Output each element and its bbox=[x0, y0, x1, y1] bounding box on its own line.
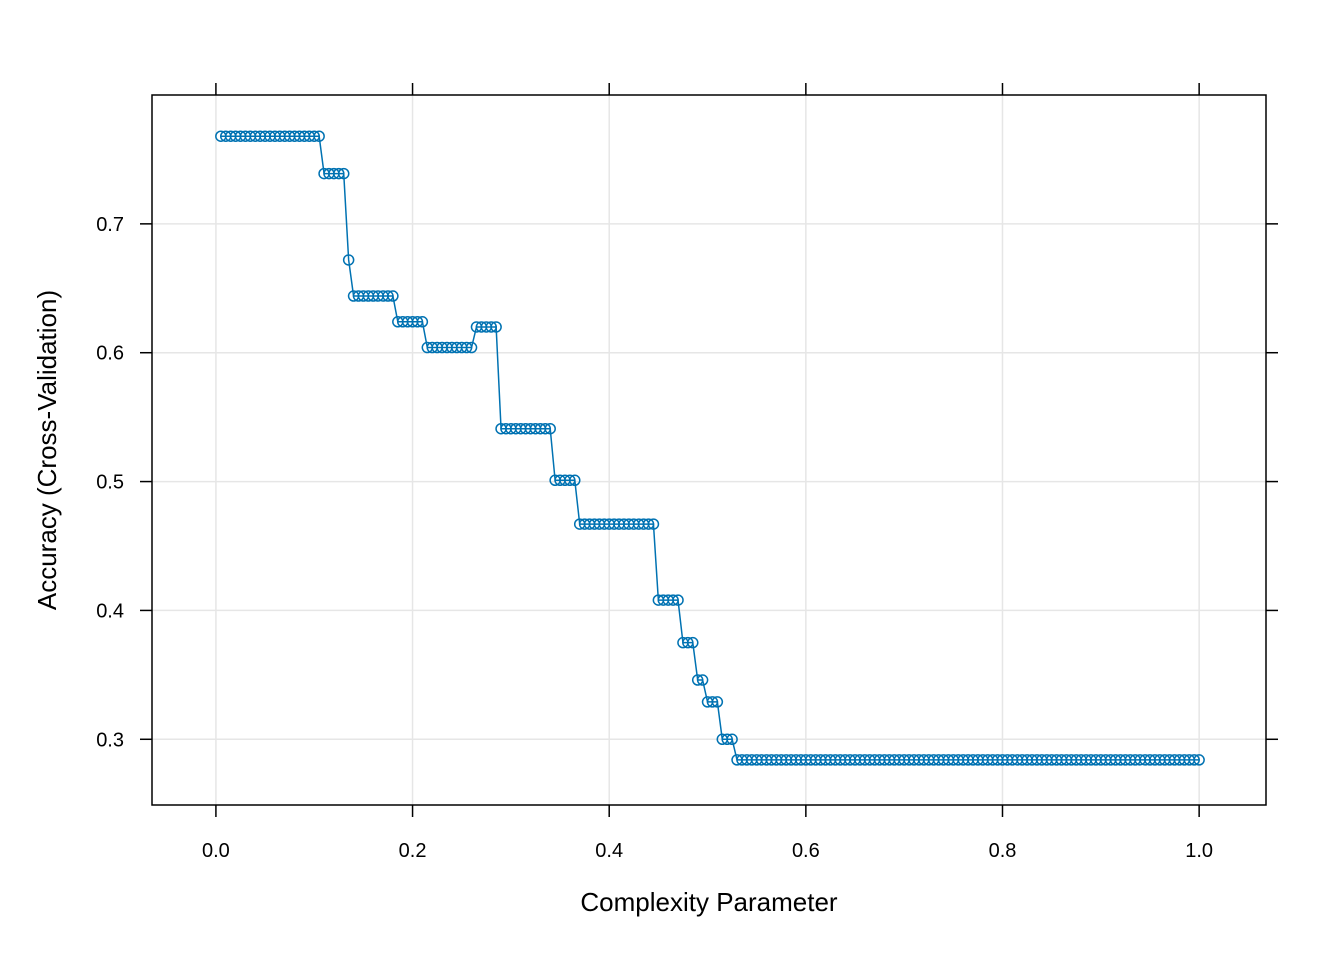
data-point bbox=[416, 316, 429, 328]
data-point bbox=[308, 130, 320, 142]
data-point bbox=[337, 167, 350, 180]
data-point bbox=[642, 518, 655, 530]
data-point bbox=[706, 696, 719, 708]
y-axis-title: Accuracy (Cross-Validation) bbox=[32, 290, 62, 610]
data-point bbox=[672, 594, 684, 606]
data-point bbox=[1193, 754, 1205, 766]
data-point bbox=[460, 341, 473, 354]
data-point bbox=[333, 167, 345, 180]
data-point bbox=[382, 290, 394, 302]
x-tick-label: 0.8 bbox=[989, 840, 1017, 862]
data-point bbox=[691, 674, 704, 686]
data-point bbox=[342, 254, 355, 266]
data-point bbox=[564, 474, 576, 487]
axis-ticks bbox=[140, 83, 1278, 817]
data-point bbox=[1188, 754, 1200, 766]
data-point bbox=[711, 696, 724, 708]
y-tick-label: 0.6 bbox=[96, 343, 124, 365]
tick-labels: 0.0 0.2 0.4 0.6 0.8 1.0 0.3 0.4 0.5 0.6 0.7 bbox=[96, 214, 1213, 862]
y-tick-label: 0.5 bbox=[96, 472, 124, 494]
data-point bbox=[490, 321, 502, 333]
data-point bbox=[485, 321, 497, 333]
data-point bbox=[721, 733, 733, 746]
data-point bbox=[539, 422, 552, 435]
data-points bbox=[215, 130, 1205, 766]
data-point bbox=[647, 518, 660, 530]
data-point bbox=[387, 290, 399, 302]
x-tick-label: 0.4 bbox=[595, 840, 623, 862]
data-point bbox=[569, 474, 581, 487]
x-tick-label: 0.2 bbox=[399, 840, 427, 862]
y-tick-label: 0.7 bbox=[96, 214, 124, 236]
data-point bbox=[667, 594, 679, 606]
y-tick-label: 0.4 bbox=[96, 600, 124, 622]
data-point bbox=[726, 733, 738, 746]
data-point bbox=[682, 636, 694, 649]
data-point bbox=[544, 422, 556, 435]
series-line bbox=[220, 135, 1200, 761]
y-tick-label: 0.3 bbox=[96, 729, 124, 751]
x-tick-label: 1.0 bbox=[1185, 840, 1213, 862]
x-axis-title: Complexity Parameter bbox=[580, 887, 838, 917]
data-point bbox=[696, 674, 709, 686]
data-point bbox=[465, 341, 478, 354]
x-tick-label: 0.0 bbox=[202, 840, 230, 862]
x-tick-label: 0.6 bbox=[792, 840, 820, 862]
plot-frame bbox=[151, 94, 1267, 806]
grid-lines bbox=[152, 95, 1266, 805]
data-point bbox=[313, 130, 325, 142]
data-point bbox=[687, 636, 699, 649]
data-point bbox=[411, 316, 424, 328]
